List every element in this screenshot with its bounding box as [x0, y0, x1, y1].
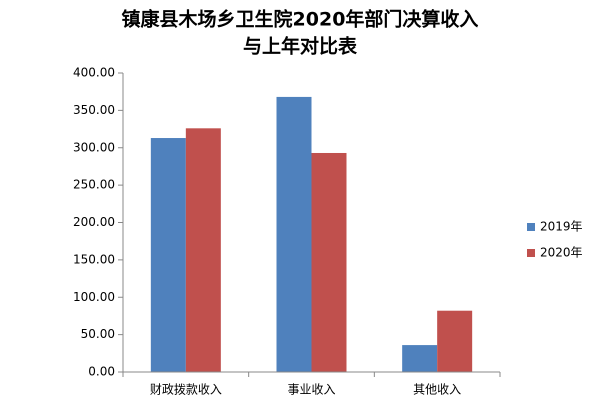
x-tick-label: 其他收入 [413, 383, 461, 397]
legend-swatch [527, 223, 535, 231]
y-tick-label: 100.00 [73, 290, 115, 304]
bar [311, 152, 347, 372]
bar [437, 310, 473, 372]
bar [150, 138, 186, 372]
x-tick-label: 事业收入 [287, 383, 335, 397]
legend-swatch [527, 249, 535, 257]
y-tick-label: 350.00 [73, 103, 115, 117]
bar [402, 345, 438, 372]
y-tick-label: 300.00 [73, 140, 115, 154]
chart-title: 与上年对比表 [243, 35, 358, 58]
y-tick-label: 150.00 [73, 252, 115, 266]
legend-label: 2019年 [540, 220, 583, 234]
x-tick-label: 财政拨款收入 [150, 383, 222, 397]
bar [276, 96, 312, 373]
chart-title: 镇康县木场乡卫生院2020年部门决算收入 [122, 8, 479, 31]
y-tick-label: 0.00 [88, 365, 115, 379]
y-tick-label: 400.00 [73, 66, 115, 80]
y-tick-label: 50.00 [81, 327, 115, 341]
y-tick-label: 200.00 [73, 215, 115, 229]
legend-label: 2020年 [540, 246, 583, 260]
bar [185, 128, 221, 372]
y-tick-label: 250.00 [73, 178, 115, 192]
